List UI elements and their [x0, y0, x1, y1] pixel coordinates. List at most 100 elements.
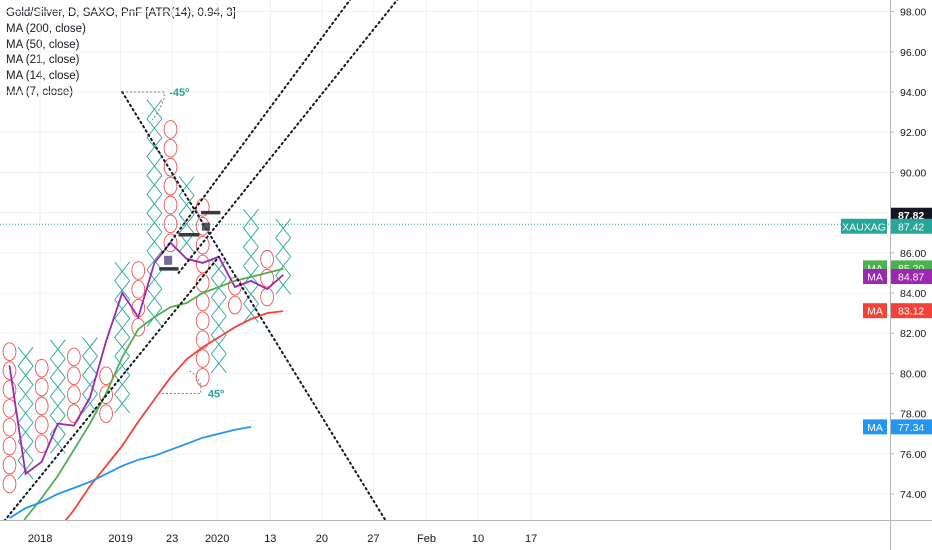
- x-tick-label: 20: [316, 533, 328, 545]
- pnf-x-box: [114, 374, 131, 395]
- pnf-x-box: [17, 384, 34, 405]
- pnf-x-box: [146, 250, 163, 271]
- pnf-o-box: [163, 120, 178, 139]
- pnf-o-box: [163, 138, 178, 158]
- price-label-tag[interactable]: [863, 269, 887, 285]
- pnf-o-box: [2, 417, 17, 437]
- pnf-o-box: [67, 366, 81, 386]
- bar-marker[interactable]: [201, 222, 210, 231]
- grid: [0, 0, 890, 520]
- pnf-x-box: [49, 339, 66, 360]
- pnf-o-box: [163, 214, 178, 234]
- legend-ma-200[interactable]: MA (200, close): [6, 22, 86, 35]
- pnf-o-box: [228, 295, 242, 315]
- price-label-value: 87.42: [898, 221, 924, 233]
- ma-line[interactable]: [8, 241, 284, 476]
- x-tick-label: 2018: [28, 533, 52, 545]
- pnf-o-box: [163, 233, 178, 253]
- angle-label-top: -45º: [169, 87, 189, 99]
- price-label-value: 77.34: [898, 422, 924, 434]
- pnf-o-box: [2, 342, 17, 361]
- pnf-o-box: [67, 385, 81, 405]
- y-tick-label: 76.00: [900, 449, 926, 461]
- pnf-o-box: [195, 235, 210, 255]
- y-tick-label: 90.00: [900, 167, 926, 179]
- bar-marker[interactable]: [164, 255, 173, 265]
- pnf-x-box: [275, 275, 292, 295]
- price-label-tag[interactable]: [841, 218, 887, 234]
- pnf-x-box: [210, 296, 227, 317]
- trendline-up-lower[interactable]: [0, 255, 220, 544]
- pnf-o-box: [2, 436, 17, 456]
- pnf-o-box: [34, 358, 49, 378]
- pnf-o-box: [195, 254, 210, 274]
- pnf-o-box: [163, 195, 178, 215]
- pnf-x-box: [114, 337, 131, 357]
- y-tick-label: 82.00: [900, 328, 926, 340]
- x-tick-label: 27: [367, 533, 379, 545]
- y-tick-label: 94.00: [900, 87, 926, 99]
- angle-arc-bottom: [157, 369, 202, 394]
- legend-ma-21[interactable]: MA (21, close): [6, 54, 80, 67]
- pnf-o-box: [99, 366, 113, 386]
- y-tick-label: 74.00: [900, 489, 926, 501]
- pnf-x-box: [17, 441, 34, 461]
- price-label-symbol: MA: [867, 306, 883, 318]
- y-tick-label: 96.00: [900, 47, 926, 59]
- pnf-x-box: [146, 175, 163, 195]
- pnf-o-box: [34, 434, 49, 454]
- pnf-o-box: [260, 287, 274, 307]
- pnf-x-box: [146, 231, 163, 252]
- pnf-x-box: [178, 176, 195, 196]
- x-tick-label: 2019: [108, 533, 132, 545]
- pnf-x-box: [114, 393, 131, 414]
- price-label-box[interactable]: [891, 419, 932, 435]
- trendline-down[interactable]: [121, 91, 388, 524]
- pnf-o-box: [131, 261, 146, 280]
- pnf-o-box: [2, 361, 17, 380]
- pnf-x-box: [114, 280, 131, 300]
- pnf-x-box: [114, 299, 131, 319]
- trendline-up-outer[interactable]: [177, 0, 412, 274]
- price-label-tag[interactable]: [863, 303, 887, 319]
- ma-line[interactable]: [9, 426, 252, 519]
- x-tick-label: 10: [472, 533, 484, 545]
- pnf-x-box: [275, 237, 292, 257]
- drawings[interactable]: -45º 45º: [0, 0, 890, 544]
- price-label-box[interactable]: [891, 303, 932, 319]
- pnf-x-box: [17, 346, 34, 367]
- pnf-x-box: [243, 284, 259, 304]
- pnf-x-box: [243, 303, 259, 323]
- trendline-up-upper[interactable]: [161, 0, 363, 254]
- pnf-x-box: [17, 365, 34, 386]
- pnf-o-box: [195, 368, 210, 387]
- pnf-o-box: [195, 311, 210, 331]
- price-label-value: 84.87: [898, 272, 924, 284]
- pnf-x-box: [146, 194, 163, 214]
- pnf-x-box: [146, 288, 163, 308]
- pnf-x-box: [49, 358, 66, 378]
- price-label-tag[interactable]: [863, 419, 887, 435]
- pnf-o-box: [99, 385, 113, 405]
- price-label-box[interactable]: [891, 269, 932, 285]
- pnf-x-box: [210, 353, 227, 374]
- pnf-o-box: [131, 280, 146, 299]
- pnf-x-box: [114, 261, 131, 282]
- price-label-box[interactable]: [891, 218, 932, 234]
- legend-ma-14[interactable]: MA (14, close): [6, 70, 80, 83]
- pnf-x-box: [146, 99, 163, 120]
- pnf-o-box: [260, 249, 274, 269]
- pnf-o-box: [260, 268, 274, 288]
- price-label-symbol: XAUXAG: [842, 221, 886, 233]
- x-tick-label: 2020: [205, 533, 229, 545]
- y-tick-label: 78.00: [900, 409, 926, 421]
- y-tick-label: 86.00: [900, 248, 926, 260]
- ma-line[interactable]: [10, 268, 284, 546]
- legend-ma-50[interactable]: MA (50, close): [6, 38, 80, 51]
- pnf-x-box: [114, 356, 131, 376]
- pnf-o-box: [34, 396, 49, 416]
- pnf-x-box: [210, 315, 227, 336]
- pnf-o-box: [163, 176, 178, 196]
